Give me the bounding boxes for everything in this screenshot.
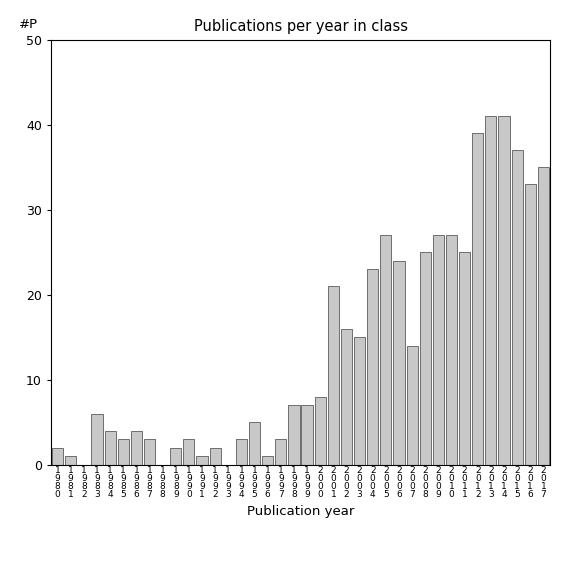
Bar [393, 261, 405, 465]
Bar [498, 116, 510, 465]
Bar [485, 116, 497, 465]
Bar [354, 337, 365, 465]
Bar [65, 456, 77, 465]
Bar [341, 329, 352, 465]
Bar [104, 431, 116, 465]
Bar [183, 439, 194, 465]
Bar [170, 448, 181, 465]
Bar [196, 456, 208, 465]
Bar [249, 422, 260, 465]
Bar [328, 286, 339, 465]
X-axis label: Publication year: Publication year [247, 505, 354, 518]
Title: Publications per year in class: Publications per year in class [193, 19, 408, 35]
Bar [289, 405, 299, 465]
Bar [302, 405, 312, 465]
Bar [407, 346, 418, 465]
Bar [420, 252, 431, 465]
Bar [538, 167, 549, 465]
Bar [210, 448, 221, 465]
Bar [52, 448, 63, 465]
Bar [315, 397, 326, 465]
Bar [118, 439, 129, 465]
Bar [459, 252, 470, 465]
Bar [367, 269, 378, 465]
Bar [524, 184, 536, 465]
Bar [446, 235, 457, 465]
Bar [275, 439, 286, 465]
Bar [472, 133, 483, 465]
Bar [262, 456, 273, 465]
Bar [380, 235, 391, 465]
Bar [236, 439, 247, 465]
Bar [131, 431, 142, 465]
Bar [511, 150, 523, 465]
Bar [433, 235, 444, 465]
Bar [144, 439, 155, 465]
Y-axis label: #P: #P [19, 18, 38, 31]
Bar [91, 414, 103, 465]
